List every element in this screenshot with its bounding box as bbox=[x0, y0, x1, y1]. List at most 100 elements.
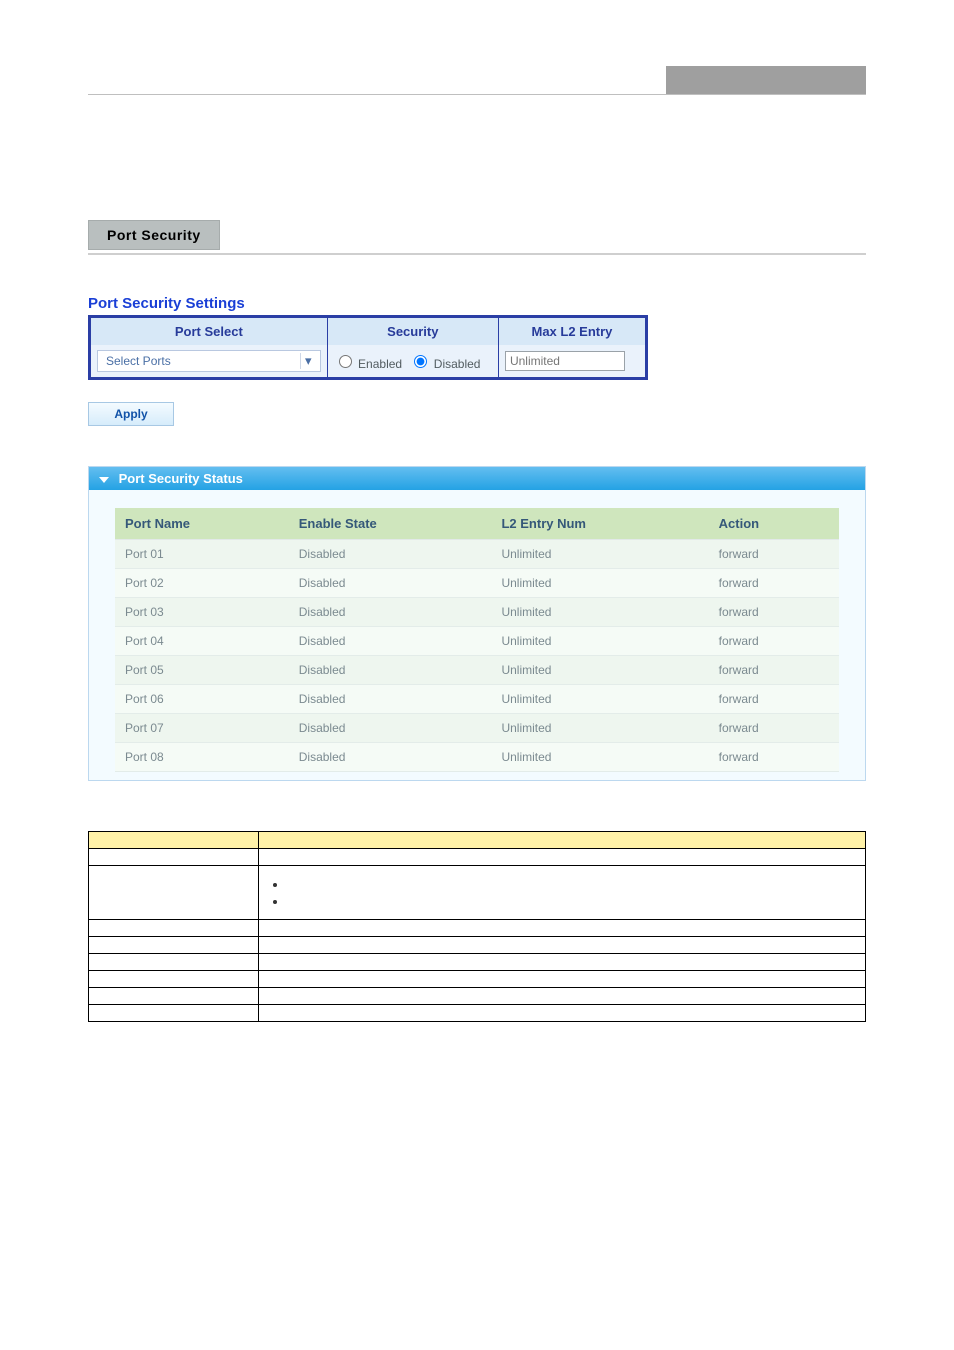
desc-description-cell bbox=[259, 849, 866, 866]
table-row bbox=[89, 988, 866, 1005]
table-cell: Disabled bbox=[289, 627, 492, 656]
desc-col-description bbox=[259, 832, 866, 849]
status-col-enable-state: Enable State bbox=[289, 508, 492, 540]
table-cell: Port 04 bbox=[115, 627, 289, 656]
settings-table: Port Select Security Max L2 Entry Select… bbox=[88, 315, 648, 380]
description-table bbox=[88, 831, 866, 1022]
table-row: Port 05DisabledUnlimitedforward bbox=[115, 656, 839, 685]
table-cell: forward bbox=[709, 714, 839, 743]
desc-description-cell bbox=[259, 971, 866, 988]
table-cell: Unlimited bbox=[491, 743, 708, 772]
port-select-label: Select Ports bbox=[106, 354, 300, 368]
table-cell: Unlimited bbox=[491, 714, 708, 743]
status-panel-body: Port Name Enable State L2 Entry Num Acti… bbox=[89, 490, 865, 780]
status-panel-title: Port Security Status bbox=[119, 471, 243, 486]
security-disabled-label: Disabled bbox=[434, 357, 481, 371]
security-enabled-label: Enabled bbox=[358, 357, 402, 371]
top-gray-bar bbox=[666, 66, 866, 94]
security-disabled-option[interactable]: Disabled bbox=[409, 357, 480, 371]
table-cell: forward bbox=[709, 569, 839, 598]
desc-description-cell bbox=[259, 1005, 866, 1022]
col-security: Security bbox=[328, 318, 499, 345]
table-cell: forward bbox=[709, 743, 839, 772]
table-row: Port 03DisabledUnlimitedforward bbox=[115, 598, 839, 627]
desc-object-cell bbox=[89, 920, 259, 937]
table-row: Port 04DisabledUnlimitedforward bbox=[115, 627, 839, 656]
table-cell: Port 07 bbox=[115, 714, 289, 743]
table-cell: forward bbox=[709, 656, 839, 685]
table-cell: Port 03 bbox=[115, 598, 289, 627]
table-cell: Unlimited bbox=[491, 627, 708, 656]
table-cell: Unlimited bbox=[491, 540, 708, 569]
tab-port-security[interactable]: Port Security bbox=[88, 220, 220, 250]
desc-object-cell bbox=[89, 954, 259, 971]
table-cell: Disabled bbox=[289, 598, 492, 627]
desc-description-cell bbox=[259, 954, 866, 971]
table-row bbox=[89, 954, 866, 971]
port-select-dropdown[interactable]: Select Ports ▾ bbox=[97, 350, 321, 372]
table-cell: Disabled bbox=[289, 569, 492, 598]
table-cell: forward bbox=[709, 540, 839, 569]
table-cell: Port 06 bbox=[115, 685, 289, 714]
security-enabled-radio[interactable] bbox=[339, 355, 352, 368]
tab-row: Port Security bbox=[88, 220, 866, 250]
desc-object-cell bbox=[89, 849, 259, 866]
table-cell: Disabled bbox=[289, 714, 492, 743]
status-table: Port Name Enable State L2 Entry Num Acti… bbox=[115, 508, 839, 772]
table-cell: Unlimited bbox=[491, 685, 708, 714]
table-cell: forward bbox=[709, 598, 839, 627]
desc-description-cell bbox=[259, 866, 866, 920]
desc-object-cell bbox=[89, 971, 259, 988]
col-max-l2: Max L2 Entry bbox=[499, 318, 645, 345]
header-divider bbox=[88, 94, 866, 95]
table-row bbox=[89, 1005, 866, 1022]
table-cell: Port 01 bbox=[115, 540, 289, 569]
status-panel: Port Security Status Port Name Enable St… bbox=[88, 466, 866, 781]
table-row bbox=[89, 849, 866, 866]
table-cell: Port 02 bbox=[115, 569, 289, 598]
table-cell: Port 05 bbox=[115, 656, 289, 685]
status-col-l2-entry: L2 Entry Num bbox=[491, 508, 708, 540]
table-row: Port 07DisabledUnlimitedforward bbox=[115, 714, 839, 743]
table-cell: Unlimited bbox=[491, 569, 708, 598]
table-row bbox=[89, 866, 866, 920]
section-heading: Port Security Settings bbox=[88, 295, 866, 312]
table-cell: Unlimited bbox=[491, 598, 708, 627]
col-port-select: Port Select bbox=[91, 318, 328, 345]
max-l2-input[interactable] bbox=[505, 351, 625, 371]
table-cell: Port 08 bbox=[115, 743, 289, 772]
table-row bbox=[89, 937, 866, 954]
apply-button[interactable]: Apply bbox=[88, 402, 174, 426]
desc-object-cell bbox=[89, 988, 259, 1005]
table-row: Port 08DisabledUnlimitedforward bbox=[115, 743, 839, 772]
desc-object-cell bbox=[89, 866, 259, 920]
table-cell: Disabled bbox=[289, 540, 492, 569]
table-row: Port 02DisabledUnlimitedforward bbox=[115, 569, 839, 598]
caret-down-icon bbox=[99, 477, 109, 483]
security-radio-group: Enabled Disabled bbox=[328, 345, 499, 377]
desc-col-object bbox=[89, 832, 259, 849]
table-cell: Disabled bbox=[289, 743, 492, 772]
table-cell: Disabled bbox=[289, 685, 492, 714]
status-panel-header[interactable]: Port Security Status bbox=[89, 467, 865, 490]
desc-description-cell bbox=[259, 920, 866, 937]
tab-underline bbox=[88, 253, 866, 255]
status-col-port-name: Port Name bbox=[115, 508, 289, 540]
table-row: Port 06DisabledUnlimitedforward bbox=[115, 685, 839, 714]
table-row bbox=[89, 971, 866, 988]
table-row: Port 01DisabledUnlimitedforward bbox=[115, 540, 839, 569]
table-cell: forward bbox=[709, 627, 839, 656]
desc-description-cell bbox=[259, 937, 866, 954]
status-col-action: Action bbox=[709, 508, 839, 540]
desc-description-cell bbox=[259, 988, 866, 1005]
table-cell: Disabled bbox=[289, 656, 492, 685]
desc-object-cell bbox=[89, 937, 259, 954]
page-content: Port Security Port Security Settings Por… bbox=[88, 110, 866, 1022]
chevron-down-icon: ▾ bbox=[300, 353, 316, 369]
security-enabled-option[interactable]: Enabled bbox=[334, 357, 406, 371]
table-cell: forward bbox=[709, 685, 839, 714]
desc-object-cell bbox=[89, 1005, 259, 1022]
security-disabled-radio[interactable] bbox=[414, 355, 427, 368]
table-cell: Unlimited bbox=[491, 656, 708, 685]
table-row bbox=[89, 920, 866, 937]
